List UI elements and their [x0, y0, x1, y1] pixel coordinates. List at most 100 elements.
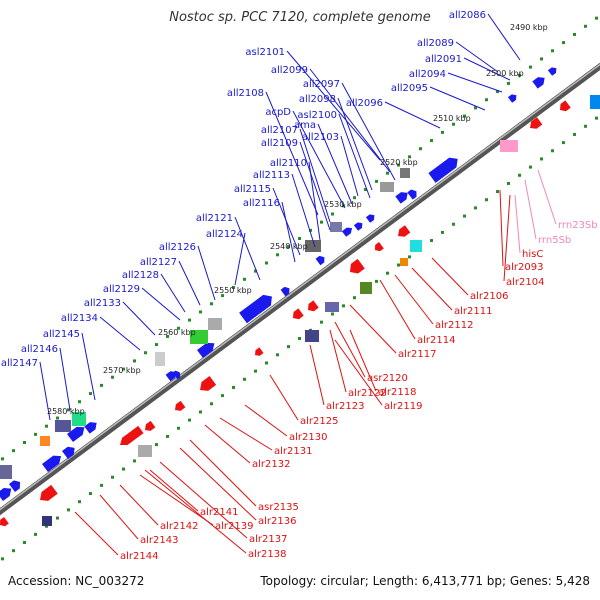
leader-line	[309, 344, 325, 406]
tick-mark	[265, 361, 268, 365]
tick-mark	[419, 147, 422, 151]
tick-mark	[122, 467, 125, 471]
reverse-gene-arrow	[175, 400, 186, 411]
gene-label: alr2125	[300, 416, 338, 427]
gene-label: all2089	[417, 38, 454, 49]
leader-line	[338, 113, 371, 199]
gene-label: rrn23Sb	[558, 220, 598, 231]
gene-label: all2146	[21, 344, 58, 355]
tick-mark	[144, 351, 147, 355]
reverse-gene-arrow	[255, 347, 264, 356]
forward-gene-arrow	[197, 342, 215, 359]
tick-mark	[540, 157, 543, 161]
gene-label: alr2118	[378, 387, 416, 398]
feature-block	[305, 330, 319, 342]
tick-mark	[551, 149, 554, 153]
tick-mark	[551, 49, 554, 53]
page-title: Nostoc sp. PCC 7120, complete genome	[169, 10, 431, 25]
genome-stats-text: Topology: circular; Length: 6,413,771 bp…	[260, 574, 590, 588]
feature-block	[42, 516, 52, 526]
tick-mark	[12, 549, 15, 553]
gene-label: all2109	[261, 138, 298, 149]
leader-line	[394, 274, 434, 325]
leader-line	[159, 461, 248, 539]
tick-mark	[221, 394, 224, 398]
gene-label: all2129	[103, 284, 140, 295]
gene-label: alr2112	[435, 320, 473, 331]
forward-gene-arrow	[42, 455, 62, 473]
feature-block	[305, 240, 321, 252]
feature-block	[0, 465, 12, 479]
leader-line	[59, 347, 71, 411]
tick-mark	[232, 385, 235, 389]
tick-mark	[584, 124, 587, 128]
tick-mark	[518, 173, 521, 177]
kbp-label: 2560 kbp	[158, 328, 196, 337]
feature-block	[590, 95, 600, 109]
gene-label: all2095	[391, 83, 428, 94]
leader-line	[499, 189, 504, 267]
forward-gene-arrow	[67, 426, 85, 443]
leader-line	[447, 72, 503, 93]
gene-label: rrn5Sb	[538, 235, 571, 246]
gene-label: alr2144	[120, 551, 158, 562]
tick-mark	[540, 57, 543, 61]
genome-backbone-highlight	[0, 63, 600, 511]
gene-label: all2096	[346, 98, 383, 109]
gene-label: all2097	[303, 79, 340, 90]
feature-block	[410, 240, 422, 252]
tick-mark	[45, 424, 48, 428]
leader-line	[122, 301, 156, 336]
forward-gene-arrow	[547, 67, 557, 76]
tick-mark	[199, 410, 202, 414]
leader-line	[144, 469, 247, 554]
tick-mark	[507, 181, 510, 185]
tick-mark	[496, 190, 499, 194]
gene-label: all2134	[61, 313, 98, 324]
forward-tick-track	[1, 16, 598, 461]
gene-label: all2108	[227, 88, 264, 99]
forward-gene-arrow	[172, 370, 181, 380]
reverse-gene-arrow	[200, 376, 217, 391]
tick-mark	[265, 261, 268, 265]
leader-line	[81, 332, 96, 401]
rna-gene-block	[500, 140, 518, 152]
leader-line	[308, 161, 321, 241]
tick-mark	[441, 230, 444, 234]
kbp-label: 2530 kbp	[324, 200, 362, 209]
feature-block	[400, 168, 410, 178]
feature-block	[400, 258, 408, 266]
gene-label: all2121	[196, 213, 233, 224]
forward-gene-arrow	[259, 295, 272, 309]
gene-label: all2127	[140, 257, 177, 268]
tick-mark	[595, 116, 598, 120]
tick-mark	[210, 402, 213, 406]
tick-mark	[78, 400, 81, 404]
leader-line	[265, 91, 319, 216]
leader-line	[149, 469, 199, 512]
gene-label: ama	[294, 120, 316, 131]
gene-label: alr2139	[215, 521, 253, 532]
gene-label: alr2093	[505, 262, 543, 273]
leader-line	[119, 484, 159, 526]
tick-mark	[584, 24, 587, 28]
tick-mark	[353, 196, 356, 200]
gene-label: asr2120	[367, 373, 408, 384]
gene-label: all2116	[243, 198, 280, 209]
leader-line	[39, 361, 51, 421]
tick-mark	[23, 541, 26, 545]
forward-gene-arrow	[507, 94, 517, 103]
leader-line	[219, 417, 273, 451]
tick-mark	[562, 141, 565, 145]
forward-gene-arrow	[395, 192, 408, 204]
tick-mark	[331, 312, 334, 316]
leader-line	[99, 494, 139, 540]
forward-gene-arrow	[428, 157, 458, 183]
tick-mark	[441, 130, 444, 134]
leader-line	[234, 216, 261, 281]
tick-mark	[67, 408, 70, 412]
feature-block	[325, 302, 339, 312]
feature-block	[190, 330, 208, 344]
gene-label: alr2123	[326, 401, 364, 412]
